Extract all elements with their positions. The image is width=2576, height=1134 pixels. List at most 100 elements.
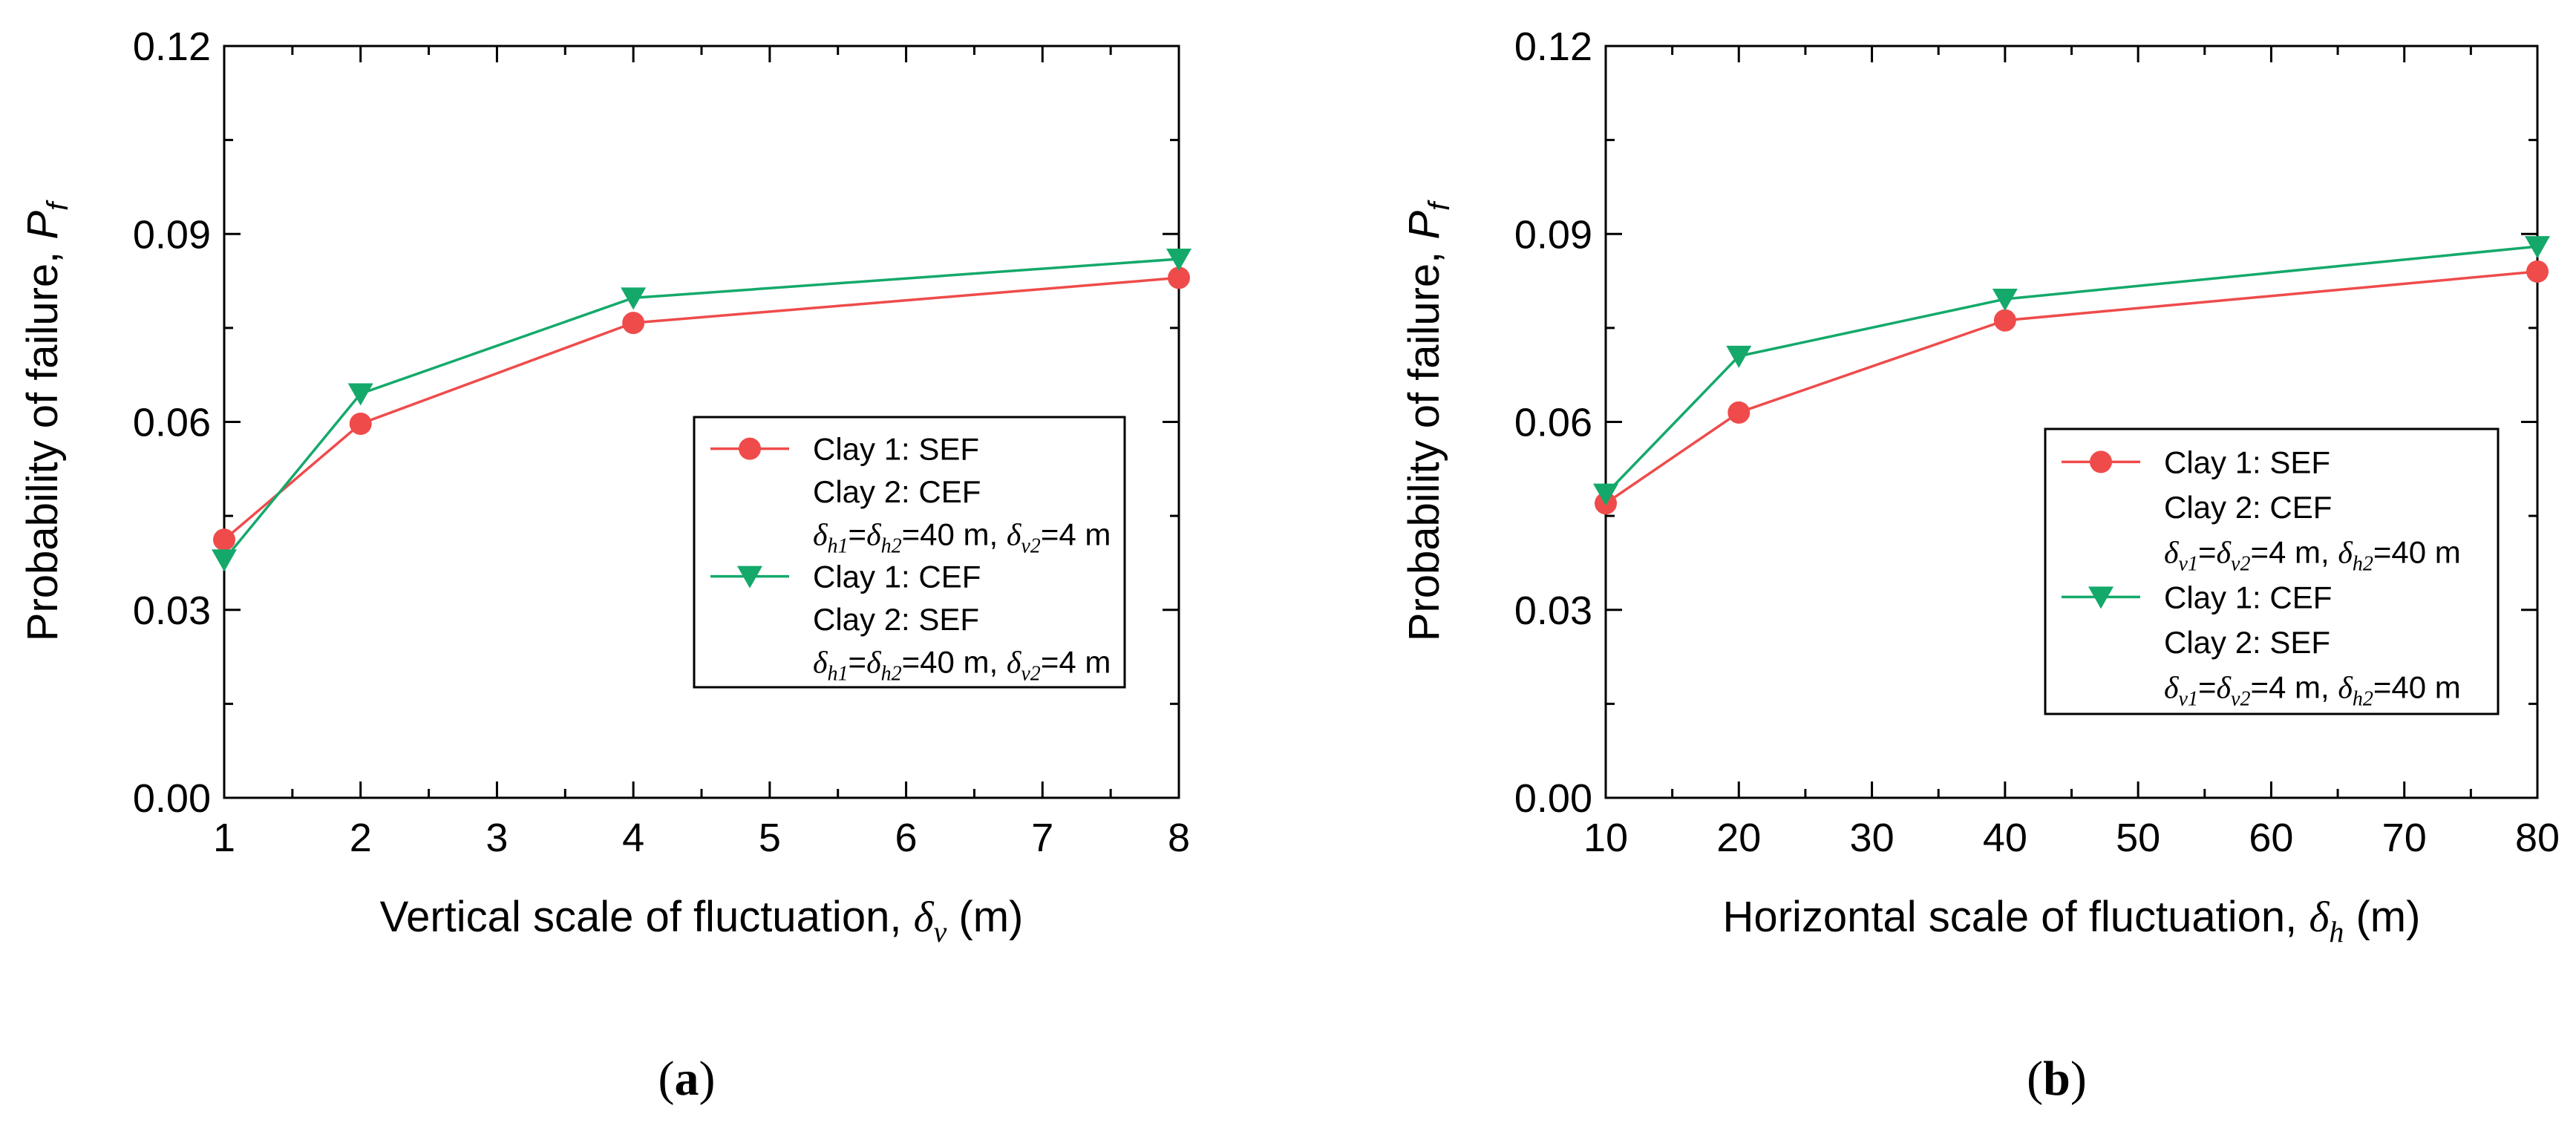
x-tick-label: 30 [1850, 816, 1895, 860]
x-axis-title-text: Vertical scale of fluctuation, [380, 893, 914, 941]
x-tick-label: 20 [1716, 816, 1761, 860]
y-tick-label: 0.03 [1514, 589, 1592, 633]
y-axis-title-symbol: P [19, 211, 67, 240]
y-tick-label: 0.09 [133, 212, 211, 257]
legend-subscript: v2 [2231, 553, 2250, 576]
legend-swatch-marker [737, 566, 762, 589]
data-point [1992, 289, 2018, 312]
series-2 [1593, 236, 2550, 506]
x-tick-label: 2 [350, 816, 372, 860]
legend-subscript: h2 [881, 662, 902, 685]
series-line [1605, 270, 2538, 505]
y-axis-title: Probability of failure, Pf [1400, 200, 1456, 641]
legend-swatch-marker [2090, 450, 2112, 473]
legend-equals: = [2198, 535, 2217, 570]
legend-symbol: δ [2164, 672, 2180, 706]
data-point [621, 287, 647, 310]
data-point [347, 383, 373, 406]
data-point [1593, 483, 1618, 506]
legend-symbol: δ [1007, 646, 1022, 680]
x-axis-title: Vertical scale of fluctuation, δv (m) [380, 893, 1024, 948]
y-axis-title-text: Probability of failure, [19, 240, 67, 642]
x-axis-title-text: Horizontal scale of fluctuation, [1723, 893, 2309, 941]
legend-subscript: v2 [1021, 662, 1040, 685]
legend-subscript: v1 [2179, 688, 2198, 711]
legend-equals: = [2198, 670, 2217, 705]
legend-entry-parameters: δv1=δv2=4 m, δh2=40 m [2164, 535, 2461, 576]
legend-symbol: δ [2217, 537, 2232, 571]
legend-symbol: δ [2338, 537, 2353, 571]
x-axis-title-symbol: δ [914, 893, 935, 941]
legend-subscript: v2 [1021, 534, 1040, 557]
data-point [2526, 260, 2549, 283]
panel-label-close: ) [699, 1052, 716, 1106]
series-1 [213, 266, 1190, 551]
legend-entry-parameters: δh1=δh2=40 m, δv2=4 m [813, 644, 1111, 685]
x-tick-label: 8 [1168, 816, 1190, 860]
legend-subscript: v2 [2231, 688, 2250, 711]
data-point [212, 549, 237, 572]
series-line [1604, 245, 2538, 495]
y-tick-label: 0.00 [133, 776, 211, 821]
data-point [1727, 401, 1750, 424]
legend-subscript: h2 [881, 534, 902, 557]
series-line [223, 258, 1180, 561]
legend-value: =40 m, [902, 644, 1007, 679]
x-tick-label: 4 [622, 816, 644, 860]
y-tick-label: 0.06 [133, 401, 211, 445]
data-point [349, 413, 372, 436]
legend-subscript: h1 [828, 662, 849, 685]
y-axis-title-subscript: f [42, 200, 74, 211]
x-tick-label: 10 [1583, 816, 1628, 860]
y-axis-title-symbol: P [1400, 211, 1448, 240]
panel-label: (a) [658, 1052, 716, 1106]
x-axis-title-subscript: h [2329, 915, 2344, 948]
legend-value: =40 m [2373, 535, 2461, 570]
legend-entry-line: Clay 2: SEF [813, 602, 979, 637]
legend-subscript: h1 [828, 534, 849, 557]
legend-entry-line: Clay 1: CEF [813, 560, 981, 594]
x-axis-title-unit: (m) [947, 893, 1023, 941]
legend-swatch-marker [2088, 586, 2114, 609]
chart-panel-b: 10 20 30 40 50 60 70 80 0.00 0.03 0.06 0.09 0.12 Hori… [1400, 24, 2560, 1106]
x-tick-label: 70 [2382, 816, 2427, 860]
legend-entry-line: Clay 2: SEF [2164, 625, 2330, 660]
x-tick-label: 5 [759, 816, 781, 860]
x-tick-label: 1 [213, 816, 235, 860]
data-point [622, 312, 645, 335]
panel-label-letter: a [675, 1052, 699, 1106]
legend-value: =40 m, [902, 517, 1007, 551]
legend-entry-line: Clay 2: CEF [2164, 490, 2332, 525]
legend-symbol: δ [2338, 672, 2353, 706]
y-tick-label: 0.00 [1514, 776, 1592, 821]
y-tick-label: 0.12 [1514, 24, 1592, 69]
legend-symbol: δ [813, 646, 828, 680]
y-axis-title: Probability of failure, Pf [19, 200, 74, 641]
legend-symbol: δ [866, 646, 882, 680]
y-tick-label: 0.06 [1514, 401, 1592, 445]
legend-symbol: δ [866, 518, 882, 552]
legend-value: =4 m [1041, 644, 1111, 679]
legend-entry-line: Clay 1: SEF [2164, 445, 2330, 479]
data-point [1993, 309, 2016, 332]
panel-label-open: ( [658, 1052, 675, 1106]
x-tick-label: 60 [2249, 816, 2293, 860]
legend-symbol: δ [813, 518, 828, 552]
chart-panel-a: 1 2 3 4 5 6 7 8 0.00 0.03 0.06 0.09 0.12 Vertical sca… [19, 24, 1191, 1106]
x-axis-title-subscript: v [934, 915, 947, 948]
legend-entry-parameters: δh1=δh2=40 m, δv2=4 m [813, 517, 1111, 557]
x-tick-label: 6 [895, 816, 918, 860]
x-tick-label: 50 [2116, 816, 2160, 860]
legend-symbol: δ [1007, 518, 1022, 552]
y-tick-label: 0.09 [1514, 212, 1592, 257]
data-point [2525, 236, 2550, 259]
legend-entry-line: Clay 1: SEF [813, 432, 979, 467]
legend-box [2044, 427, 2500, 715]
panel-label-open: ( [2027, 1052, 2043, 1106]
x-tick-label: 7 [1031, 816, 1053, 860]
legend-box [693, 416, 1126, 689]
legend-subscript: h2 [2353, 553, 2373, 576]
y-axis-title-text: Probability of failure, [1400, 240, 1448, 642]
